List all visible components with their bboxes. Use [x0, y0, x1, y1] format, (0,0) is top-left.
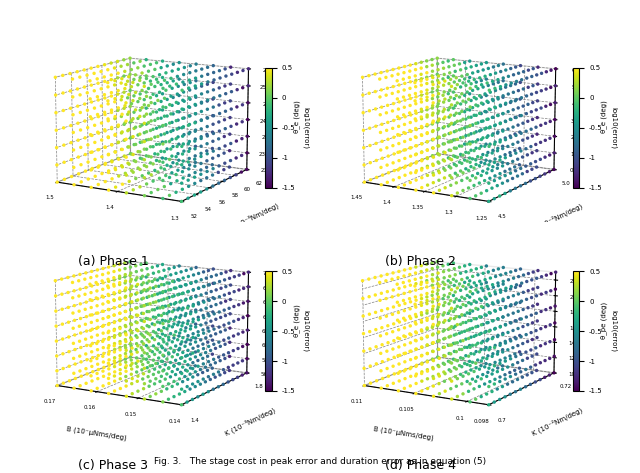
X-axis label: B (10⁻³Nms/deg): B (10⁻³Nms/deg): [374, 222, 433, 238]
Text: Fig. 3.   The stage cost in peak error and duration error as in equation (5): Fig. 3. The stage cost in peak error and…: [154, 457, 486, 466]
Text: (a) Phase 1: (a) Phase 1: [78, 255, 148, 268]
Y-axis label: log10(error): log10(error): [610, 310, 616, 352]
Y-axis label: log10(error): log10(error): [610, 107, 616, 149]
Y-axis label: K (×10⁻³Nm/deg): K (×10⁻³Nm/deg): [221, 201, 279, 235]
Y-axis label: K (10⁻³Nm/deg): K (10⁻³Nm/deg): [224, 406, 276, 437]
Text: (c) Phase 3: (c) Phase 3: [79, 459, 148, 472]
Y-axis label: K (10⁻²Nm/deg): K (10⁻²Nm/deg): [531, 202, 584, 233]
X-axis label: B (10⁻³Nms/deg): B (10⁻³Nms/deg): [67, 222, 126, 238]
Text: (b) Phase 2: (b) Phase 2: [385, 255, 456, 268]
Text: (d) Phase 4: (d) Phase 4: [385, 459, 456, 472]
Y-axis label: log10(error): log10(error): [303, 107, 309, 149]
X-axis label: B (10⁻µNms/deg): B (10⁻µNms/deg): [373, 425, 434, 441]
X-axis label: B (10⁻µNms/deg): B (10⁻µNms/deg): [66, 425, 127, 441]
Y-axis label: K (10⁻²Nm/deg): K (10⁻²Nm/deg): [531, 406, 584, 437]
Y-axis label: log10(error): log10(error): [303, 310, 309, 352]
